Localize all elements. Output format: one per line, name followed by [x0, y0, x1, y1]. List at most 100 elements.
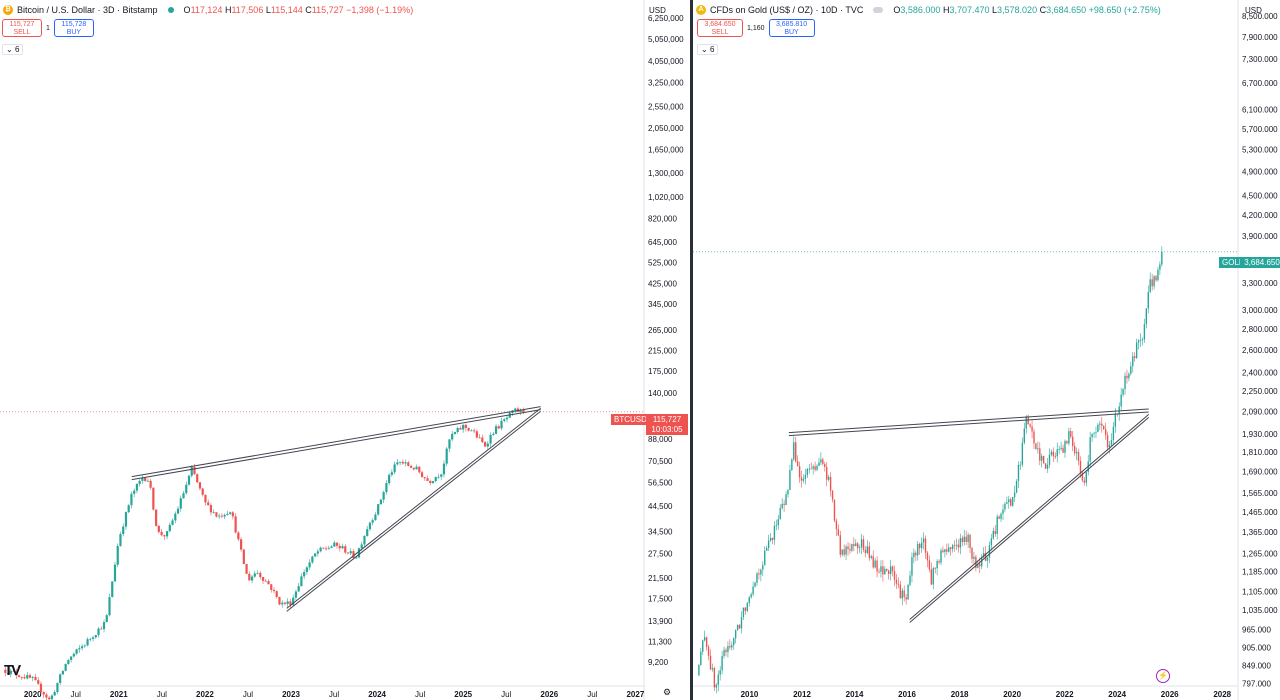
candle-body: [42, 691, 45, 695]
candle-body: [744, 607, 747, 611]
time-axis-label: 2026: [540, 690, 558, 699]
candle-body: [17, 675, 21, 678]
candle-body: [1050, 451, 1053, 455]
candle-body: [423, 477, 426, 479]
candle-body: [231, 512, 234, 517]
candle-body: [212, 512, 215, 514]
sell-button[interactable]: 115,727 SELL: [2, 19, 42, 37]
candle-body: [486, 443, 489, 447]
price-axis-label: 525,000: [648, 259, 677, 268]
candle-body: [448, 439, 451, 449]
indicators-toggle[interactable]: ⌄ 6: [2, 44, 24, 55]
candle-body: [198, 482, 202, 489]
candle-body: [341, 546, 344, 549]
candle-body: [209, 505, 213, 513]
price-axis-label: 70,500: [648, 457, 673, 466]
candle-body: [80, 646, 84, 649]
candle-body: [750, 594, 752, 598]
candle-body: [500, 420, 503, 429]
price-axis-label: 5,300.000: [1242, 145, 1278, 154]
gold-icon: A: [696, 5, 706, 15]
candle-body: [289, 601, 292, 606]
settings-icon[interactable]: ⚙: [663, 687, 672, 697]
btc-chart-panel[interactable]: ₿ Bitcoin / U.S. Dollar · 3D · Bitstamp …: [0, 0, 690, 700]
candle-body: [176, 508, 180, 514]
candle-body: [368, 522, 372, 530]
candle-body: [1097, 424, 1099, 433]
buy-button[interactable]: 3,685.810 BUY: [768, 19, 815, 37]
candle-body: [872, 556, 874, 568]
candle-body: [1004, 503, 1006, 510]
tradingview-logo[interactable]: TV: [4, 662, 21, 679]
candle-body: [1052, 451, 1055, 457]
candle-body: [226, 513, 229, 515]
price-axis-label: 215,000: [648, 347, 677, 356]
candle-body: [709, 655, 712, 670]
candle-body: [220, 515, 224, 517]
btc-price-chart[interactable]: 6,250,000 5,050,000 4,050,000 3,250,000 2,55…: [0, 0, 690, 700]
candle-body: [1122, 389, 1124, 395]
candle-body: [940, 550, 942, 563]
candle-body: [1070, 431, 1072, 437]
candle-body: [754, 582, 756, 587]
time-axis-label: 2026: [1161, 690, 1179, 699]
candle-body: [775, 525, 778, 526]
panel-divider[interactable]: [690, 0, 693, 700]
ohlc-values: O117,124 H117,506 L115,144 C115,727 −1,3…: [183, 5, 414, 15]
candle-body: [23, 677, 26, 679]
candle-body: [835, 520, 838, 530]
price-axis-label: 2,600.000: [1242, 346, 1278, 355]
symbol-title[interactable]: CFDs on Gold (US$ / OZ) · 10D · TVC: [710, 5, 864, 15]
indicators-toggle[interactable]: ⌄ 6: [697, 44, 719, 55]
candle-body: [204, 494, 207, 503]
candle-body: [34, 676, 37, 681]
candle-body: [459, 428, 462, 430]
gold-chart-panel[interactable]: A CFDs on Gold (US$ / OZ) · 10D · TVC O3…: [693, 0, 1280, 700]
candle-body: [961, 538, 964, 542]
candle-body: [412, 467, 415, 470]
price-axis-label: 4,050,000: [648, 57, 684, 66]
candle-body: [814, 466, 816, 470]
candle-body: [75, 649, 78, 654]
candle-body: [1002, 509, 1004, 514]
candle-body: [270, 584, 273, 590]
candle-body: [700, 651, 702, 665]
candle-body: [949, 547, 952, 550]
time-axis-label: 2020: [1003, 690, 1021, 699]
candle-body: [1035, 443, 1037, 450]
candle-body: [338, 545, 341, 549]
candle-body: [171, 520, 174, 525]
candle-body: [1044, 463, 1047, 469]
candle-body: [12, 670, 15, 672]
time-axis-label: 2010: [741, 690, 759, 699]
candle-body: [1089, 437, 1091, 462]
candle-body: [1037, 448, 1039, 450]
candle-body: [1048, 454, 1051, 465]
candle-body: [734, 630, 737, 639]
candle-body: [385, 483, 388, 493]
candle-body: [847, 546, 849, 549]
currency-label[interactable]: USD: [1245, 6, 1262, 15]
candle-body: [756, 573, 758, 583]
buy-button[interactable]: 115,728 BUY: [53, 19, 94, 37]
currency-label[interactable]: USD: [649, 6, 666, 15]
candle-body: [316, 551, 319, 554]
candle-body: [833, 499, 836, 521]
candle-body: [1112, 426, 1115, 441]
lightning-icon[interactable]: ⚡: [1156, 669, 1170, 683]
candle-body: [736, 624, 739, 631]
candle-body: [335, 542, 339, 546]
candle-body: [379, 499, 383, 505]
gold-price-chart[interactable]: 8,500.000 7,900.000 7,300.000 6,700.000 6,10…: [693, 0, 1280, 700]
candle-body: [1139, 340, 1142, 341]
candle-body: [711, 668, 714, 670]
candle-body: [152, 487, 155, 510]
candle-body: [1029, 424, 1031, 427]
candle-body: [20, 677, 23, 678]
sell-button[interactable]: 3,684.650 SELL: [697, 19, 743, 37]
candle-body: [1101, 423, 1103, 426]
time-axis-label: 2028: [1213, 690, 1231, 699]
candle-body: [917, 543, 919, 556]
candle-body: [893, 570, 896, 580]
symbol-title[interactable]: Bitcoin / U.S. Dollar · 3D · Bitstamp: [17, 5, 158, 15]
